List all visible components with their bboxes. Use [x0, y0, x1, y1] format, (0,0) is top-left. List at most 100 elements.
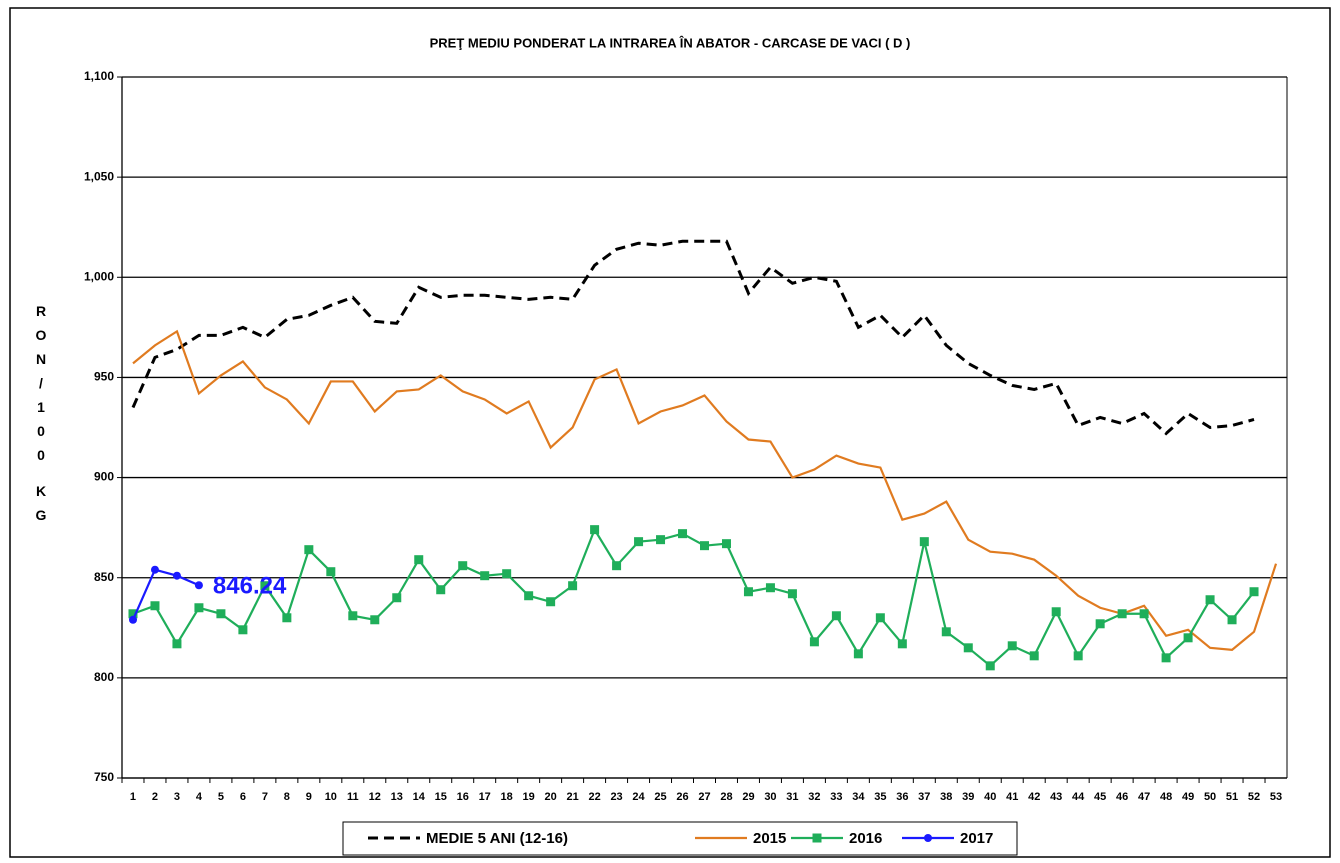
- x-tick-label: 31: [786, 791, 798, 803]
- x-tick-label: 33: [830, 791, 842, 803]
- point: [128, 609, 138, 619]
- series-line: [132, 329, 1278, 651]
- x-tick-label: 26: [676, 791, 688, 803]
- point: [172, 571, 181, 580]
- x-tick-label: 36: [896, 791, 908, 803]
- x-tick-label: 13: [391, 791, 403, 803]
- y-tick-label: 800: [94, 670, 114, 684]
- point: [1007, 641, 1017, 651]
- x-tick-label: 32: [808, 791, 820, 803]
- x-tick-label: 8: [284, 791, 290, 803]
- point: [1051, 607, 1061, 617]
- point: [238, 625, 248, 635]
- x-tick-label: 39: [962, 791, 974, 803]
- x-tick-label: 50: [1204, 791, 1216, 803]
- point: [678, 529, 688, 539]
- point: [700, 541, 709, 551]
- x-tick-label: 44: [1072, 791, 1085, 803]
- x-tick-label: 45: [1094, 791, 1106, 803]
- x-tick-label: 3: [174, 791, 180, 803]
- point: [1161, 653, 1171, 663]
- point: [985, 661, 995, 671]
- x-tick-label: 48: [1160, 791, 1172, 803]
- legend-label: 2016: [849, 830, 882, 847]
- x-tick-label: 41: [1006, 791, 1018, 803]
- point: [963, 643, 973, 653]
- x-tick-label: 34: [852, 791, 865, 803]
- x-tick-label: 1: [130, 791, 136, 803]
- x-tick-label: 15: [435, 791, 447, 803]
- point: [743, 587, 753, 597]
- x-tick-label: 10: [325, 791, 337, 803]
- x-tick-label: 11: [347, 791, 359, 803]
- y-tick-label: 950: [94, 370, 114, 384]
- x-tick-label: 22: [588, 791, 600, 803]
- series-line: [131, 239, 1255, 436]
- point: [216, 609, 226, 619]
- x-tick-label: 12: [369, 791, 381, 803]
- point: [1117, 609, 1127, 619]
- x-tick-label: 53: [1270, 791, 1282, 803]
- point: [172, 639, 182, 649]
- point: [480, 571, 490, 581]
- point: [436, 585, 446, 595]
- legend-label: 2015: [753, 830, 786, 847]
- x-tick-label: 25: [654, 791, 666, 803]
- point: [414, 555, 424, 565]
- x-tick-label: 47: [1138, 791, 1150, 803]
- y-tick-label: 1,050: [84, 169, 114, 183]
- point: [194, 581, 203, 590]
- x-tick-label: 40: [984, 791, 996, 803]
- legend-label: MEDIE 5 ANI (12-16): [426, 830, 568, 847]
- legend-marker: [924, 834, 932, 842]
- x-tick-label: 7: [262, 791, 268, 803]
- x-tick-label: 49: [1182, 791, 1194, 803]
- point: [260, 581, 270, 591]
- data-label: 846.24: [213, 573, 287, 600]
- y-tick-label: 850: [94, 570, 114, 584]
- x-tick-label: 38: [940, 791, 952, 803]
- x-tick-label: 20: [545, 791, 557, 803]
- x-tick-label: 23: [610, 791, 622, 803]
- x-tick-label: 43: [1050, 791, 1062, 803]
- point: [458, 561, 468, 571]
- point: [304, 545, 314, 555]
- x-tick-label: 24: [632, 791, 645, 803]
- point: [326, 567, 336, 577]
- y-tick-label: 1,100: [84, 69, 114, 83]
- chart-frame: [9, 7, 1331, 858]
- point: [1227, 615, 1237, 625]
- point: [546, 597, 556, 607]
- point: [612, 561, 622, 571]
- x-tick-label: 14: [413, 791, 426, 803]
- point: [1029, 651, 1039, 661]
- point: [941, 627, 951, 637]
- x-tick-label: 35: [874, 791, 886, 803]
- point: [656, 535, 666, 545]
- point: [787, 589, 797, 599]
- point: [765, 583, 775, 593]
- x-tick-label: 30: [764, 791, 776, 803]
- x-tick-label: 21: [566, 791, 578, 803]
- point: [875, 613, 885, 623]
- point: [590, 525, 600, 535]
- point: [1095, 619, 1105, 629]
- series-line: [131, 568, 200, 621]
- point: [1249, 587, 1259, 597]
- x-tick-label: 9: [306, 791, 312, 803]
- point: [853, 649, 863, 659]
- point: [568, 581, 578, 591]
- x-tick-label: 29: [742, 791, 754, 803]
- series-line: [132, 527, 1255, 668]
- x-tick-label: 4: [196, 791, 203, 803]
- x-tick-label: 18: [501, 791, 513, 803]
- y-tick-label: 750: [94, 770, 114, 784]
- legend-label: 2017: [960, 830, 993, 847]
- x-tick-label: 28: [720, 791, 732, 803]
- point: [150, 601, 160, 611]
- x-tick-label: 5: [218, 791, 224, 803]
- point: [1205, 595, 1215, 605]
- x-tick-label: 19: [523, 791, 535, 803]
- point: [897, 639, 907, 649]
- point: [919, 537, 929, 547]
